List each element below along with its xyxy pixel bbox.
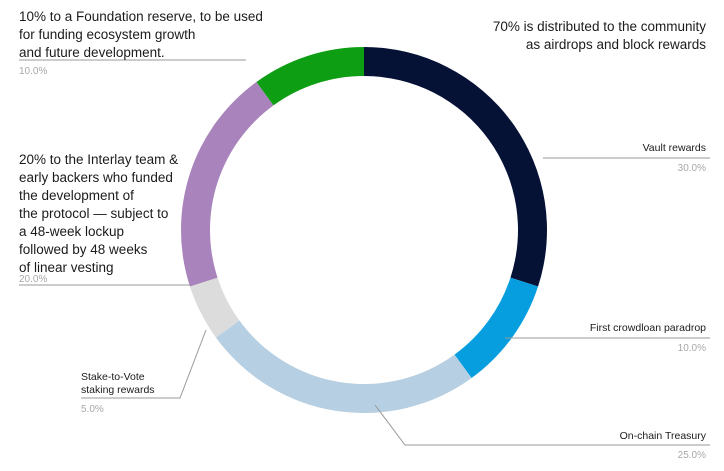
vault-rewards-label: Vault rewards bbox=[642, 142, 706, 154]
leader-stake-to-vote bbox=[81, 329, 207, 399]
treasury-percent: 25.0% bbox=[677, 450, 706, 461]
slice-treasury bbox=[215, 320, 472, 413]
treasury-label: On-chain Treasury bbox=[619, 430, 706, 442]
team-percent: 20.0% bbox=[19, 274, 48, 285]
slice-team bbox=[181, 81, 274, 287]
community-annotation: 70% is distributed to the community as a… bbox=[492, 19, 706, 52]
foundation-annotation: 10% to a Foundation reserve, to be used … bbox=[19, 9, 263, 60]
foundation-percent: 10.0% bbox=[19, 66, 48, 77]
slice-foundation bbox=[256, 47, 364, 106]
crowdloan-percent: 10.0% bbox=[677, 343, 706, 354]
stake-to-vote-label: Stake-to-Vote staking rewards bbox=[81, 371, 155, 396]
vault-rewards-percent: 30.0% bbox=[677, 163, 706, 174]
crowdloan-label: First crowdloan paradrop bbox=[589, 322, 706, 334]
slice-vault-rewards bbox=[364, 47, 547, 287]
slice-stake-to-vote bbox=[189, 277, 240, 338]
leader-treasury bbox=[374, 404, 710, 446]
slice-crowdloan bbox=[454, 277, 539, 379]
stake-to-vote-percent: 5.0% bbox=[81, 404, 104, 415]
team-annotation: 20% to the Interlay team & early backers… bbox=[19, 152, 179, 275]
